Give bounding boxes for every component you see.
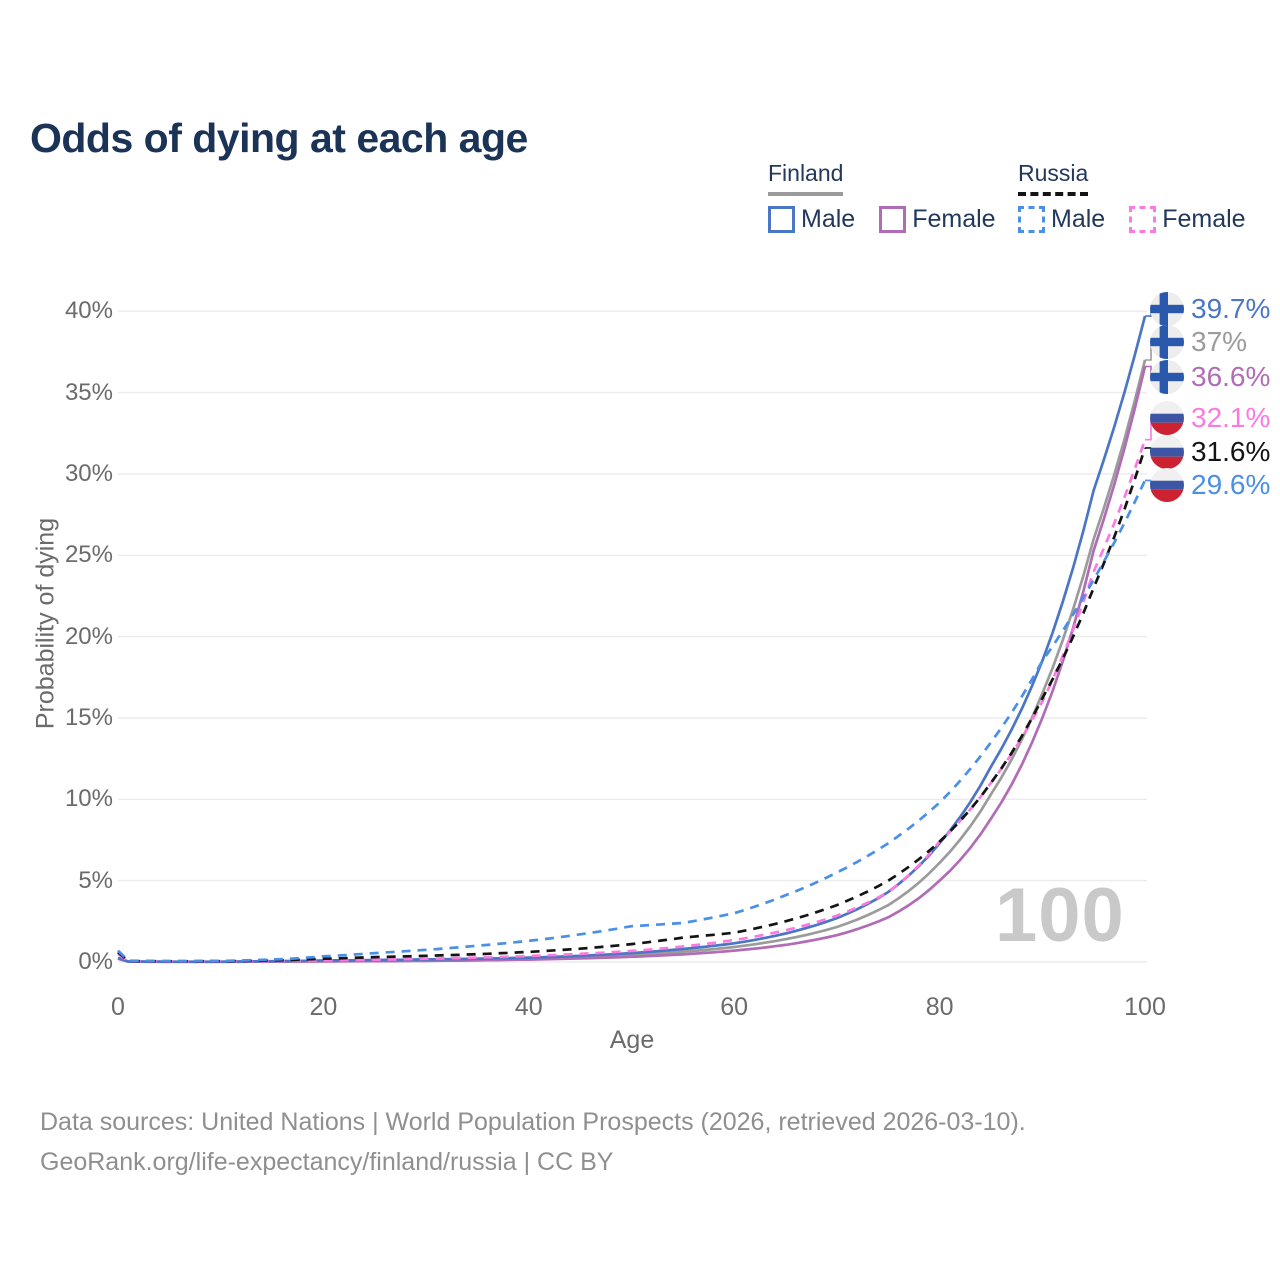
legend-finland-male-swatch[interactable] bbox=[768, 206, 795, 233]
end-label-russia-female: 32.1% bbox=[1150, 401, 1270, 435]
legend-finland-female-swatch[interactable] bbox=[879, 206, 907, 233]
finland-flag-icon bbox=[1150, 292, 1184, 326]
finland-flag-icon bbox=[1150, 325, 1184, 359]
end-label-value: 39.7% bbox=[1191, 293, 1271, 324]
legend-group-finland: Finland Male Female bbox=[768, 160, 996, 234]
y-tick-label: 40% bbox=[64, 297, 113, 325]
legend-russia-female-label[interactable]: Female bbox=[1162, 205, 1246, 233]
russia-flag-icon bbox=[1150, 401, 1184, 435]
end-label-value: 36.6% bbox=[1191, 361, 1271, 392]
legend-finland-female-label[interactable]: Female bbox=[912, 205, 996, 233]
russia-flag-icon bbox=[1150, 468, 1184, 502]
legend-finland-text: Finland bbox=[768, 160, 844, 186]
series-line-russia-male bbox=[117, 479, 1147, 963]
legend-russia-male-label[interactable]: Male bbox=[1051, 205, 1106, 233]
y-axis-title: Probability of dying bbox=[31, 517, 60, 730]
legend-finland-male-label[interactable]: Male bbox=[801, 205, 856, 233]
end-label-value: 31.6% bbox=[1191, 436, 1271, 467]
finland-total-line-swatch bbox=[768, 192, 844, 196]
series-line-finland-male bbox=[117, 315, 1147, 964]
x-tick-label: 0 bbox=[111, 993, 125, 1021]
x-axis-title: Age bbox=[609, 1026, 655, 1054]
x-tick-label: 80 bbox=[925, 993, 954, 1021]
end-label-russia-male: 29.6% bbox=[1150, 468, 1270, 502]
end-label-finland-female: 36.6% bbox=[1150, 360, 1270, 394]
y-tick-label: 25% bbox=[64, 541, 113, 569]
y-tick-label: 0% bbox=[78, 948, 113, 975]
x-tick-label: 40 bbox=[514, 993, 543, 1021]
x-tick-label: 100 bbox=[1124, 993, 1166, 1021]
russia-flag-icon bbox=[1150, 435, 1184, 469]
end-label-russia-total: 31.6% bbox=[1150, 435, 1270, 469]
legend-group-russia: Russia Male Female bbox=[1018, 160, 1246, 234]
data-source-line: Data sources: United Nations | World Pop… bbox=[40, 1108, 1026, 1136]
attribution-line: GeoRank.org/life-expectancy/finland/russ… bbox=[40, 1148, 614, 1176]
series-line-finland-total bbox=[117, 359, 1147, 964]
x-tick-label: 20 bbox=[309, 993, 338, 1021]
legend-russia-label[interactable]: Russia bbox=[1018, 160, 1089, 196]
end-label-finland-male: 39.7% bbox=[1150, 292, 1270, 326]
series-line-russia-total bbox=[117, 447, 1147, 963]
russia-total-line-swatch bbox=[1018, 192, 1089, 196]
legend-russia-male-swatch[interactable] bbox=[1018, 206, 1045, 233]
y-tick-label: 10% bbox=[64, 785, 113, 813]
legend-finland-label[interactable]: Finland bbox=[768, 160, 844, 196]
y-tick-label: 35% bbox=[64, 378, 113, 406]
page-title: Odds of dying at each age bbox=[30, 115, 528, 162]
end-label-value: 32.1% bbox=[1191, 402, 1271, 433]
series-line-finland-female bbox=[117, 366, 1147, 964]
y-tick-label: 15% bbox=[64, 703, 113, 731]
y-tick-label: 20% bbox=[64, 622, 113, 650]
end-label-value: 37% bbox=[1191, 326, 1248, 357]
age-watermark: 100 bbox=[995, 873, 1125, 958]
y-tick-label: 30% bbox=[64, 459, 113, 487]
series-line-russia-female bbox=[117, 439, 1147, 963]
x-tick-label: 60 bbox=[720, 993, 749, 1021]
legend-russia-text: Russia bbox=[1018, 160, 1089, 186]
legend-russia-female-swatch[interactable] bbox=[1129, 206, 1157, 233]
end-label-finland-total: 37% bbox=[1150, 325, 1247, 359]
y-tick-label: 5% bbox=[78, 866, 113, 894]
finland-flag-icon bbox=[1150, 360, 1184, 394]
end-label-value: 29.6% bbox=[1191, 469, 1271, 500]
